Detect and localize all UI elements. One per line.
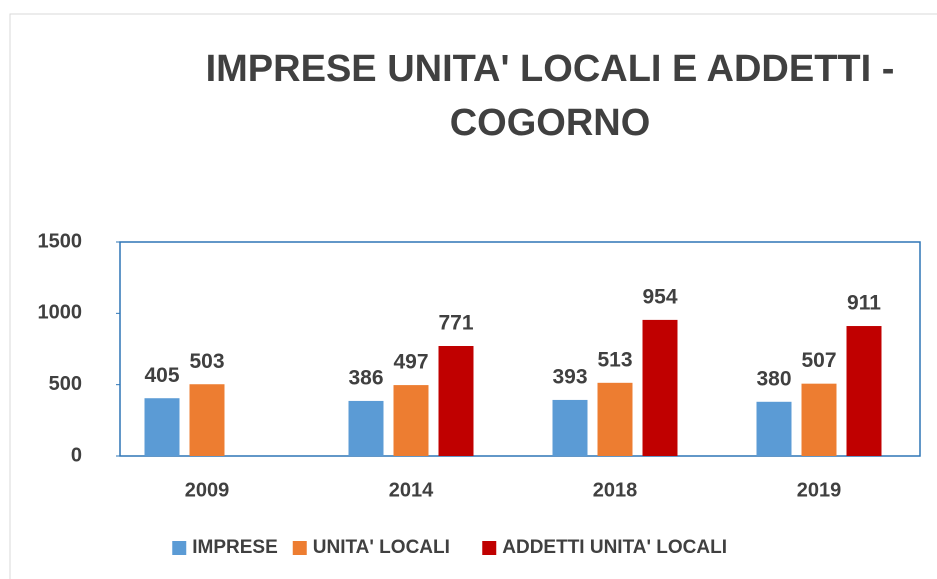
x-tick-label: 2009 [185, 479, 230, 501]
value-label: 386 [348, 366, 383, 389]
value-label: 503 [189, 350, 224, 373]
x-tick-label: 2018 [593, 479, 638, 501]
value-label: 393 [552, 365, 587, 388]
x-tick-label: 2014 [389, 479, 434, 501]
value-label: 405 [144, 364, 179, 387]
legend-swatch [482, 541, 497, 555]
y-tick-label: 0 [71, 444, 82, 466]
bar [597, 382, 633, 456]
legend-swatch [292, 541, 307, 555]
bar [144, 398, 180, 456]
value-label: 497 [393, 351, 428, 374]
value-label: 771 [438, 312, 473, 335]
bar [801, 383, 837, 456]
chart-title: IMPRESE UNITA' LOCALI E ADDETTI - COGORN… [205, 48, 895, 144]
value-label: 513 [597, 348, 632, 371]
legend-swatch [172, 541, 187, 555]
bar [348, 400, 384, 456]
plot-area [119, 241, 921, 457]
legend-label: UNITA' LOCALI [313, 537, 450, 558]
y-tick-label: 1500 [38, 230, 83, 252]
chart-border [9, 13, 937, 579]
value-label: 380 [756, 367, 791, 390]
value-label: 954 [642, 285, 677, 308]
value-label: 911 [847, 292, 881, 315]
legend-label: ADDETTI UNITA' LOCALI [502, 537, 727, 558]
y-tick-label: 1000 [38, 302, 83, 324]
y-tick-label: 500 [49, 373, 82, 395]
legend-label: IMPRESE [192, 537, 278, 558]
bar [438, 346, 474, 456]
bar [393, 385, 429, 456]
bar [189, 384, 225, 456]
bar [552, 399, 588, 456]
bar [756, 401, 792, 456]
x-tick-label: 2019 [797, 479, 842, 501]
bar [846, 326, 882, 456]
bar [642, 319, 678, 456]
value-label: 507 [801, 349, 836, 372]
